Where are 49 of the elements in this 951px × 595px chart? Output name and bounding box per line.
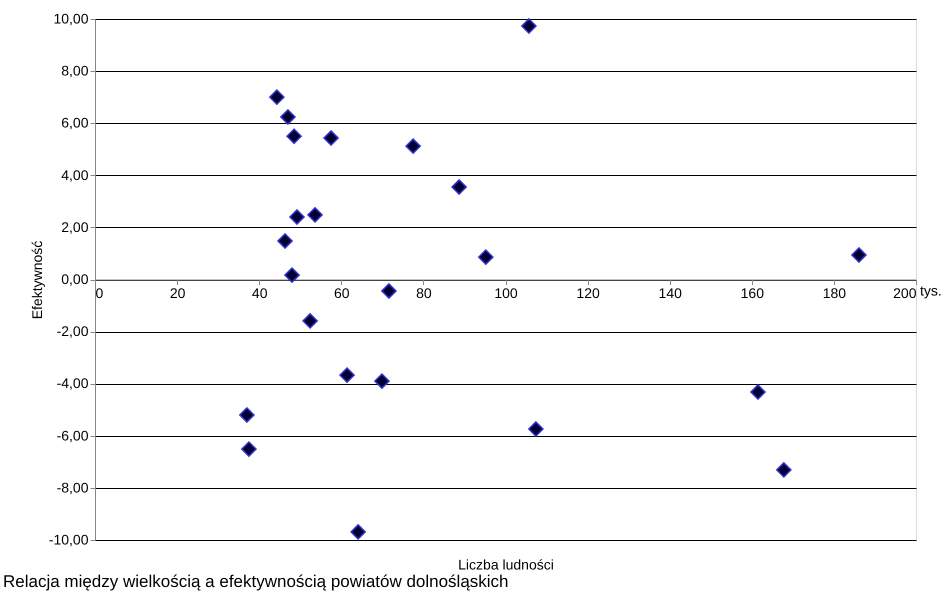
- y-tick-label: -4,00: [56, 375, 89, 392]
- y-tick-label: -2,00: [56, 323, 89, 340]
- y-tick-label: 6,00: [61, 114, 89, 131]
- point: [302, 313, 318, 329]
- point: [776, 462, 792, 478]
- text: Relacja między wielkością a efektywnością powiatów dolnośląskich: [3, 572, 509, 591]
- point: [289, 209, 305, 225]
- point: [339, 367, 355, 383]
- x-tick-label: 100: [494, 285, 518, 301]
- y-tick-label: 8,00: [61, 62, 89, 79]
- y-tick-label: -6,00: [56, 427, 89, 444]
- x-axis-title: Liczba ludności: [458, 556, 554, 572]
- point: [851, 247, 867, 263]
- point: [269, 89, 285, 105]
- point: [750, 384, 766, 400]
- x-tick-label: 80: [416, 285, 432, 301]
- y-tick-label: 10,00: [53, 10, 89, 26]
- x-tick-label: 140: [658, 285, 682, 301]
- y-tick-label: -8,00: [56, 479, 89, 496]
- x-tick-label: 180: [822, 285, 846, 301]
- point: [521, 18, 537, 34]
- x-tick-label: 60: [334, 285, 350, 301]
- y-axis-title: Efektywność: [28, 240, 45, 320]
- x-tick-label: 0: [96, 285, 104, 301]
- x-tick-label: 200: [893, 285, 917, 301]
- x-tick-label: 40: [252, 285, 268, 301]
- point: [284, 267, 300, 283]
- x-tick-label: 120: [576, 285, 600, 301]
- point: [405, 138, 421, 154]
- x-tick-label: 160: [740, 285, 764, 301]
- point: [280, 109, 296, 125]
- x-tick-label: 20: [170, 285, 186, 301]
- point: [478, 249, 494, 265]
- point: [350, 524, 366, 540]
- point: [239, 407, 255, 423]
- point: [374, 373, 390, 389]
- point: [286, 128, 302, 144]
- point: [451, 179, 467, 195]
- point: [381, 283, 397, 299]
- y-tick-label: 4,00: [61, 166, 89, 183]
- y-tick-label: 2,00: [61, 218, 89, 235]
- point: [323, 130, 339, 146]
- point: [277, 233, 293, 249]
- point: [241, 441, 257, 457]
- y-tick-label: 0,00: [61, 271, 89, 287]
- y-tick-label: -10,00: [48, 532, 89, 548]
- point: [307, 207, 323, 223]
- text: tys.: [920, 282, 942, 298]
- point: [528, 421, 544, 437]
